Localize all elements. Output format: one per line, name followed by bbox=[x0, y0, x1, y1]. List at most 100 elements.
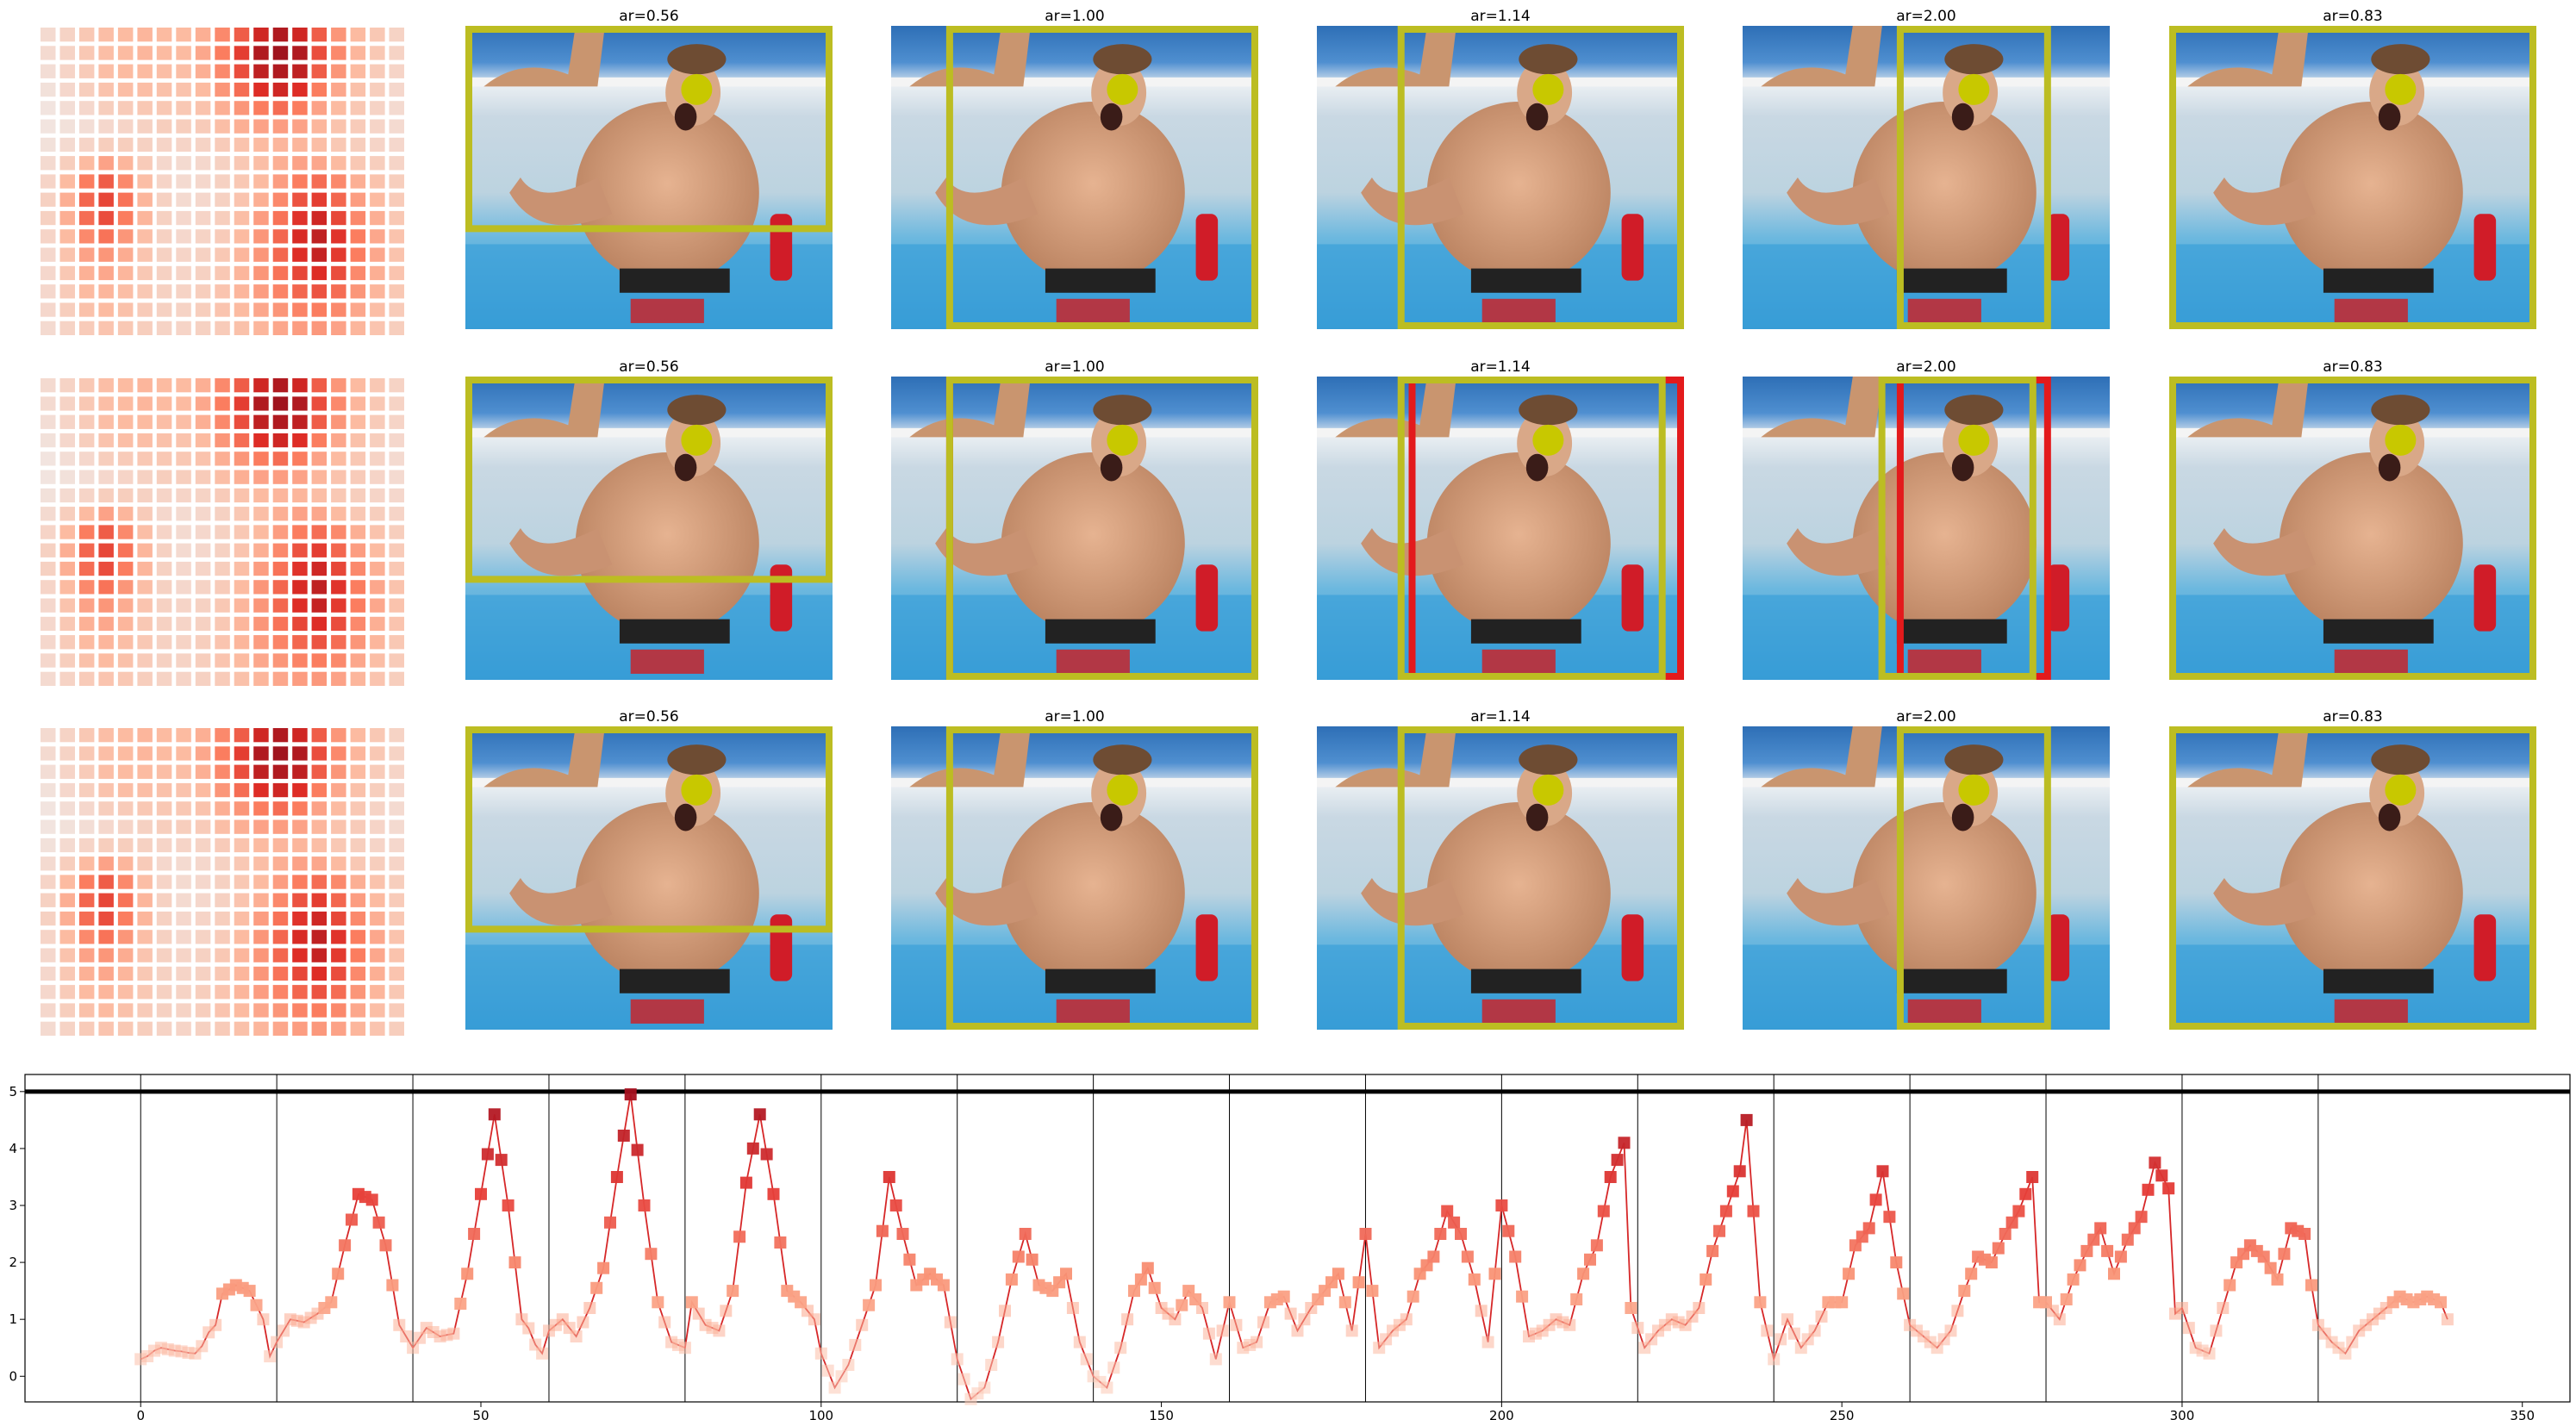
heatmap-cell bbox=[195, 782, 211, 798]
heatmap-cell bbox=[98, 414, 114, 429]
heatmap-cell bbox=[331, 156, 346, 171]
arm-shape bbox=[509, 528, 613, 576]
heatmap-cell bbox=[78, 580, 95, 595]
data-point-marker bbox=[842, 1359, 855, 1371]
heatmap-cell bbox=[234, 28, 250, 42]
crop-panel: ar=1.14 bbox=[1317, 358, 1684, 680]
heatmap-cell bbox=[311, 192, 327, 207]
heatmap-cell bbox=[78, 856, 95, 871]
heatmap-cell bbox=[195, 64, 211, 78]
heatmap-cell bbox=[78, 930, 95, 944]
heatmap-cell bbox=[78, 948, 95, 962]
data-point-marker bbox=[999, 1305, 1011, 1317]
heatmap-cell bbox=[117, 1021, 134, 1036]
data-point-marker bbox=[774, 1236, 787, 1249]
data-point-marker bbox=[1209, 1353, 1222, 1366]
heatmap-cell bbox=[59, 378, 75, 393]
red-object-shape bbox=[1621, 914, 1644, 981]
heatmap-cell bbox=[311, 488, 327, 503]
yellow-crop-box bbox=[2169, 26, 2536, 329]
heatmap-cell bbox=[117, 229, 134, 244]
heatmap-cell bbox=[41, 265, 56, 281]
heatmap-cell bbox=[311, 893, 327, 907]
heatmap-cell bbox=[195, 210, 211, 226]
heatmap-cell bbox=[311, 414, 327, 429]
heatmap-cell bbox=[370, 119, 385, 134]
data-point-marker bbox=[1291, 1324, 1304, 1337]
red-object-shape bbox=[770, 914, 793, 981]
heatmap-cell bbox=[234, 525, 250, 539]
heatmap-cell bbox=[98, 321, 114, 335]
data-point-marker bbox=[1869, 1193, 1882, 1206]
heatmap-cell bbox=[311, 46, 327, 60]
heatmap-cell bbox=[292, 174, 308, 189]
heatmap-cell bbox=[137, 653, 153, 668]
heatmap-cell bbox=[311, 782, 327, 798]
heatmap-cell bbox=[272, 396, 289, 411]
heatmap-cell bbox=[234, 856, 250, 871]
heatmap-cell bbox=[137, 1003, 153, 1018]
heatmap-cell bbox=[389, 764, 404, 779]
torso-shape bbox=[2279, 802, 2463, 985]
heatmap-cell bbox=[59, 507, 75, 521]
heatmap-cell bbox=[215, 782, 230, 798]
data-point-marker bbox=[624, 1088, 637, 1101]
data-point-marker bbox=[257, 1313, 270, 1326]
heatmap-cell bbox=[311, 1021, 327, 1036]
heatmap-cell bbox=[234, 452, 250, 466]
feet-shape bbox=[909, 377, 1031, 438]
heatmap-cell bbox=[41, 101, 56, 115]
red-reflection-shape bbox=[2334, 298, 2408, 323]
heatmap-cell bbox=[292, 156, 308, 171]
heatmap-cell bbox=[234, 948, 250, 962]
heatmap-cell bbox=[176, 101, 191, 115]
heatmap-cell bbox=[215, 28, 230, 42]
panel-title: ar=0.56 bbox=[619, 8, 679, 25]
heatmap-cell bbox=[370, 930, 385, 944]
heatmap-cell bbox=[195, 543, 211, 557]
heatmap-cell bbox=[59, 543, 75, 557]
heatmap-cell bbox=[117, 137, 134, 153]
heatmap-cell bbox=[98, 948, 114, 962]
heatmap-cell bbox=[156, 46, 172, 60]
swimsuit-shape bbox=[1470, 619, 1581, 644]
data-point-marker bbox=[1815, 1310, 1828, 1323]
heatmap-cell bbox=[272, 302, 289, 317]
heatmap-cell bbox=[370, 452, 385, 466]
heatmap-cell bbox=[234, 985, 250, 1000]
feet-shape bbox=[1761, 26, 1882, 87]
heatmap-cell bbox=[234, 82, 250, 97]
heatmap-cell bbox=[272, 210, 289, 226]
heatmap-cell bbox=[292, 452, 308, 466]
heatmap-cell bbox=[331, 82, 346, 97]
heatmap-cell bbox=[253, 192, 269, 207]
heatmap-cell bbox=[331, 396, 346, 411]
heatmap-cell bbox=[117, 930, 134, 944]
heatmap-cell bbox=[331, 525, 346, 539]
data-point-marker bbox=[379, 1239, 392, 1252]
data-point-marker bbox=[2435, 1296, 2447, 1309]
data-point-marker bbox=[1352, 1276, 1365, 1289]
heatmap-cell bbox=[195, 156, 211, 171]
heatmap-cell bbox=[41, 543, 56, 557]
crop-panel: ar=1.00 bbox=[891, 8, 1259, 329]
data-point-marker bbox=[1080, 1353, 1093, 1366]
heatmap-cell bbox=[195, 948, 211, 962]
heatmap-cell bbox=[195, 801, 211, 816]
data-point-marker bbox=[692, 1307, 705, 1320]
heatmap-cell bbox=[137, 543, 153, 557]
heatmap-cell bbox=[117, 801, 134, 816]
x-tick-label: 350 bbox=[2510, 1408, 2535, 1420]
mouth-shape bbox=[2378, 453, 2401, 482]
heatmap-cell bbox=[234, 265, 250, 281]
heatmap-cell bbox=[234, 930, 250, 944]
heatmap-cell bbox=[137, 488, 153, 503]
heatmap-cell bbox=[389, 28, 404, 42]
heatmap-cell bbox=[98, 764, 114, 779]
data-point-marker bbox=[1775, 1333, 1787, 1346]
heatmap-cell bbox=[98, 396, 114, 411]
heatmap-cell bbox=[272, 46, 289, 60]
heatmap-cell bbox=[176, 1003, 191, 1018]
data-point-marker bbox=[454, 1298, 467, 1310]
heatmap-cell bbox=[98, 101, 114, 115]
